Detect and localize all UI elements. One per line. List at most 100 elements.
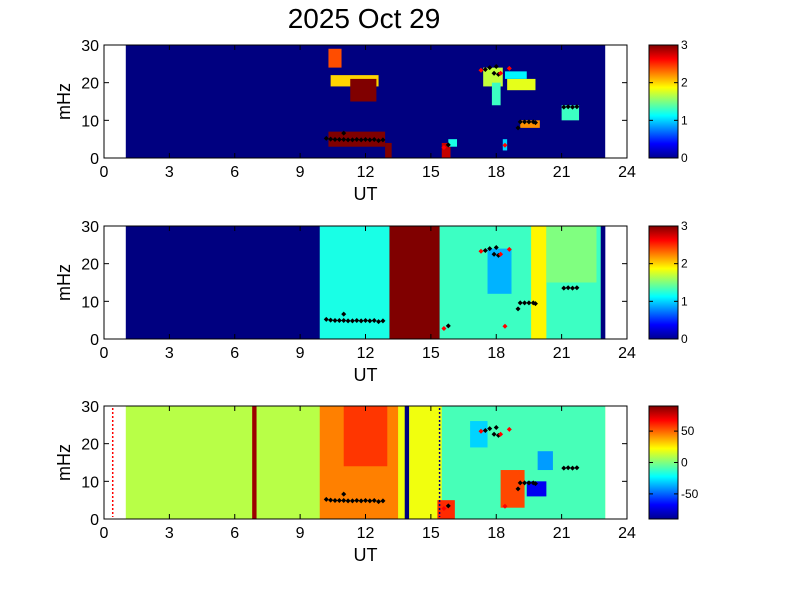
black-marker (371, 498, 377, 504)
black-marker (532, 301, 538, 307)
black-marker (515, 306, 521, 312)
red-marker (506, 426, 512, 432)
black-marker (522, 300, 528, 306)
x-tick-label: 18 (487, 345, 505, 362)
black-marker (336, 318, 342, 324)
black-marker (367, 498, 373, 504)
heatmap-cell (385, 142, 392, 158)
red-marker (498, 431, 504, 437)
black-marker (367, 137, 373, 143)
black-marker (354, 498, 360, 504)
black-marker (341, 311, 347, 317)
panel-bottom: 0 3 6 9 12 15 18 21 24 0 10 20 30 UT mHz 50 0 -50 (54, 399, 699, 565)
red-marker (502, 142, 508, 148)
y-tick-label: 30 (81, 399, 99, 416)
red-marker (498, 251, 504, 257)
black-marker (380, 318, 386, 324)
black-marker (561, 104, 567, 110)
black-marker (515, 486, 521, 492)
x-tick-label: 15 (422, 525, 440, 542)
heatmap-cell (437, 500, 455, 519)
x-axis-label: UT (354, 184, 378, 204)
x-tick-label: 24 (618, 164, 636, 181)
black-marker (574, 285, 580, 291)
black-marker (323, 135, 329, 141)
black-marker (491, 70, 497, 76)
x-tick-label: 12 (357, 525, 375, 542)
black-marker (522, 480, 528, 486)
black-marker (493, 424, 499, 430)
colorbar-tick-label: 1 (681, 113, 688, 127)
black-marker (341, 491, 347, 497)
black-marker (354, 318, 360, 324)
black-marker (349, 137, 355, 143)
heatmap-cell (350, 78, 377, 102)
colorbar-tick-label: 1 (681, 294, 688, 308)
x-tick-label: 12 (357, 164, 375, 181)
black-marker (336, 137, 342, 143)
black-marker (358, 318, 364, 324)
black-marker (332, 137, 338, 143)
black-marker (371, 318, 377, 324)
black-marker (328, 317, 334, 323)
red-marker (441, 144, 447, 150)
heatmap-cell (537, 451, 553, 471)
x-tick-label: 9 (296, 525, 305, 542)
red-marker (502, 503, 508, 509)
x-tick-label: 15 (422, 345, 440, 362)
x-tick-label: 3 (165, 164, 174, 181)
black-marker (380, 498, 386, 504)
colorbar-tick-label: 2 (681, 76, 688, 90)
y-axis-label: mHz (54, 264, 74, 301)
colorbar (649, 226, 678, 339)
black-marker (358, 498, 364, 504)
heatmap-cell (561, 105, 580, 121)
heatmap-cell (526, 481, 547, 497)
colorbar (649, 45, 678, 158)
x-tick-label: 9 (296, 164, 305, 181)
black-marker (445, 142, 451, 148)
black-marker (328, 497, 334, 503)
x-tick-label: 3 (165, 345, 174, 362)
black-marker (349, 498, 355, 504)
black-marker (565, 465, 571, 471)
colorbar-frame (648, 225, 679, 340)
black-marker (363, 318, 368, 324)
black-marker (493, 244, 499, 250)
x-tick-label: 12 (357, 345, 375, 362)
black-marker (561, 285, 567, 291)
black-marker (482, 427, 488, 433)
black-marker (532, 120, 538, 126)
black-marker (332, 498, 338, 504)
y-tick-label: 0 (90, 151, 99, 168)
black-marker (345, 137, 351, 143)
black-marker (345, 498, 351, 504)
black-marker (341, 498, 347, 504)
x-tick-label: 6 (230, 525, 239, 542)
heatmap-cell (343, 406, 388, 467)
heatmap-cell (487, 248, 512, 294)
y-tick-label: 0 (90, 332, 99, 349)
heatmap-cell (500, 470, 525, 508)
black-marker (565, 285, 571, 291)
red-marker (506, 65, 512, 71)
y-axis-label: mHz (54, 444, 74, 481)
red-marker (506, 246, 512, 252)
x-tick-label: 21 (553, 345, 571, 362)
red-marker (502, 323, 508, 329)
heatmap-cell (252, 406, 257, 519)
black-marker (341, 130, 347, 136)
black-marker (526, 300, 532, 306)
y-axis-label: mHz (54, 83, 74, 120)
colorbar-tick-label: 2 (681, 257, 688, 271)
black-marker (522, 119, 528, 125)
x-tick-label: 0 (100, 164, 109, 181)
x-tick-label: 18 (487, 525, 505, 542)
black-marker (332, 318, 338, 324)
colorbar-tick-label: 0 (681, 456, 688, 470)
black-marker (363, 498, 368, 504)
y-tick-label: 10 (81, 113, 99, 130)
black-marker (491, 431, 497, 437)
heatmap-cell (504, 71, 527, 79)
x-tick-label: 9 (296, 345, 305, 362)
